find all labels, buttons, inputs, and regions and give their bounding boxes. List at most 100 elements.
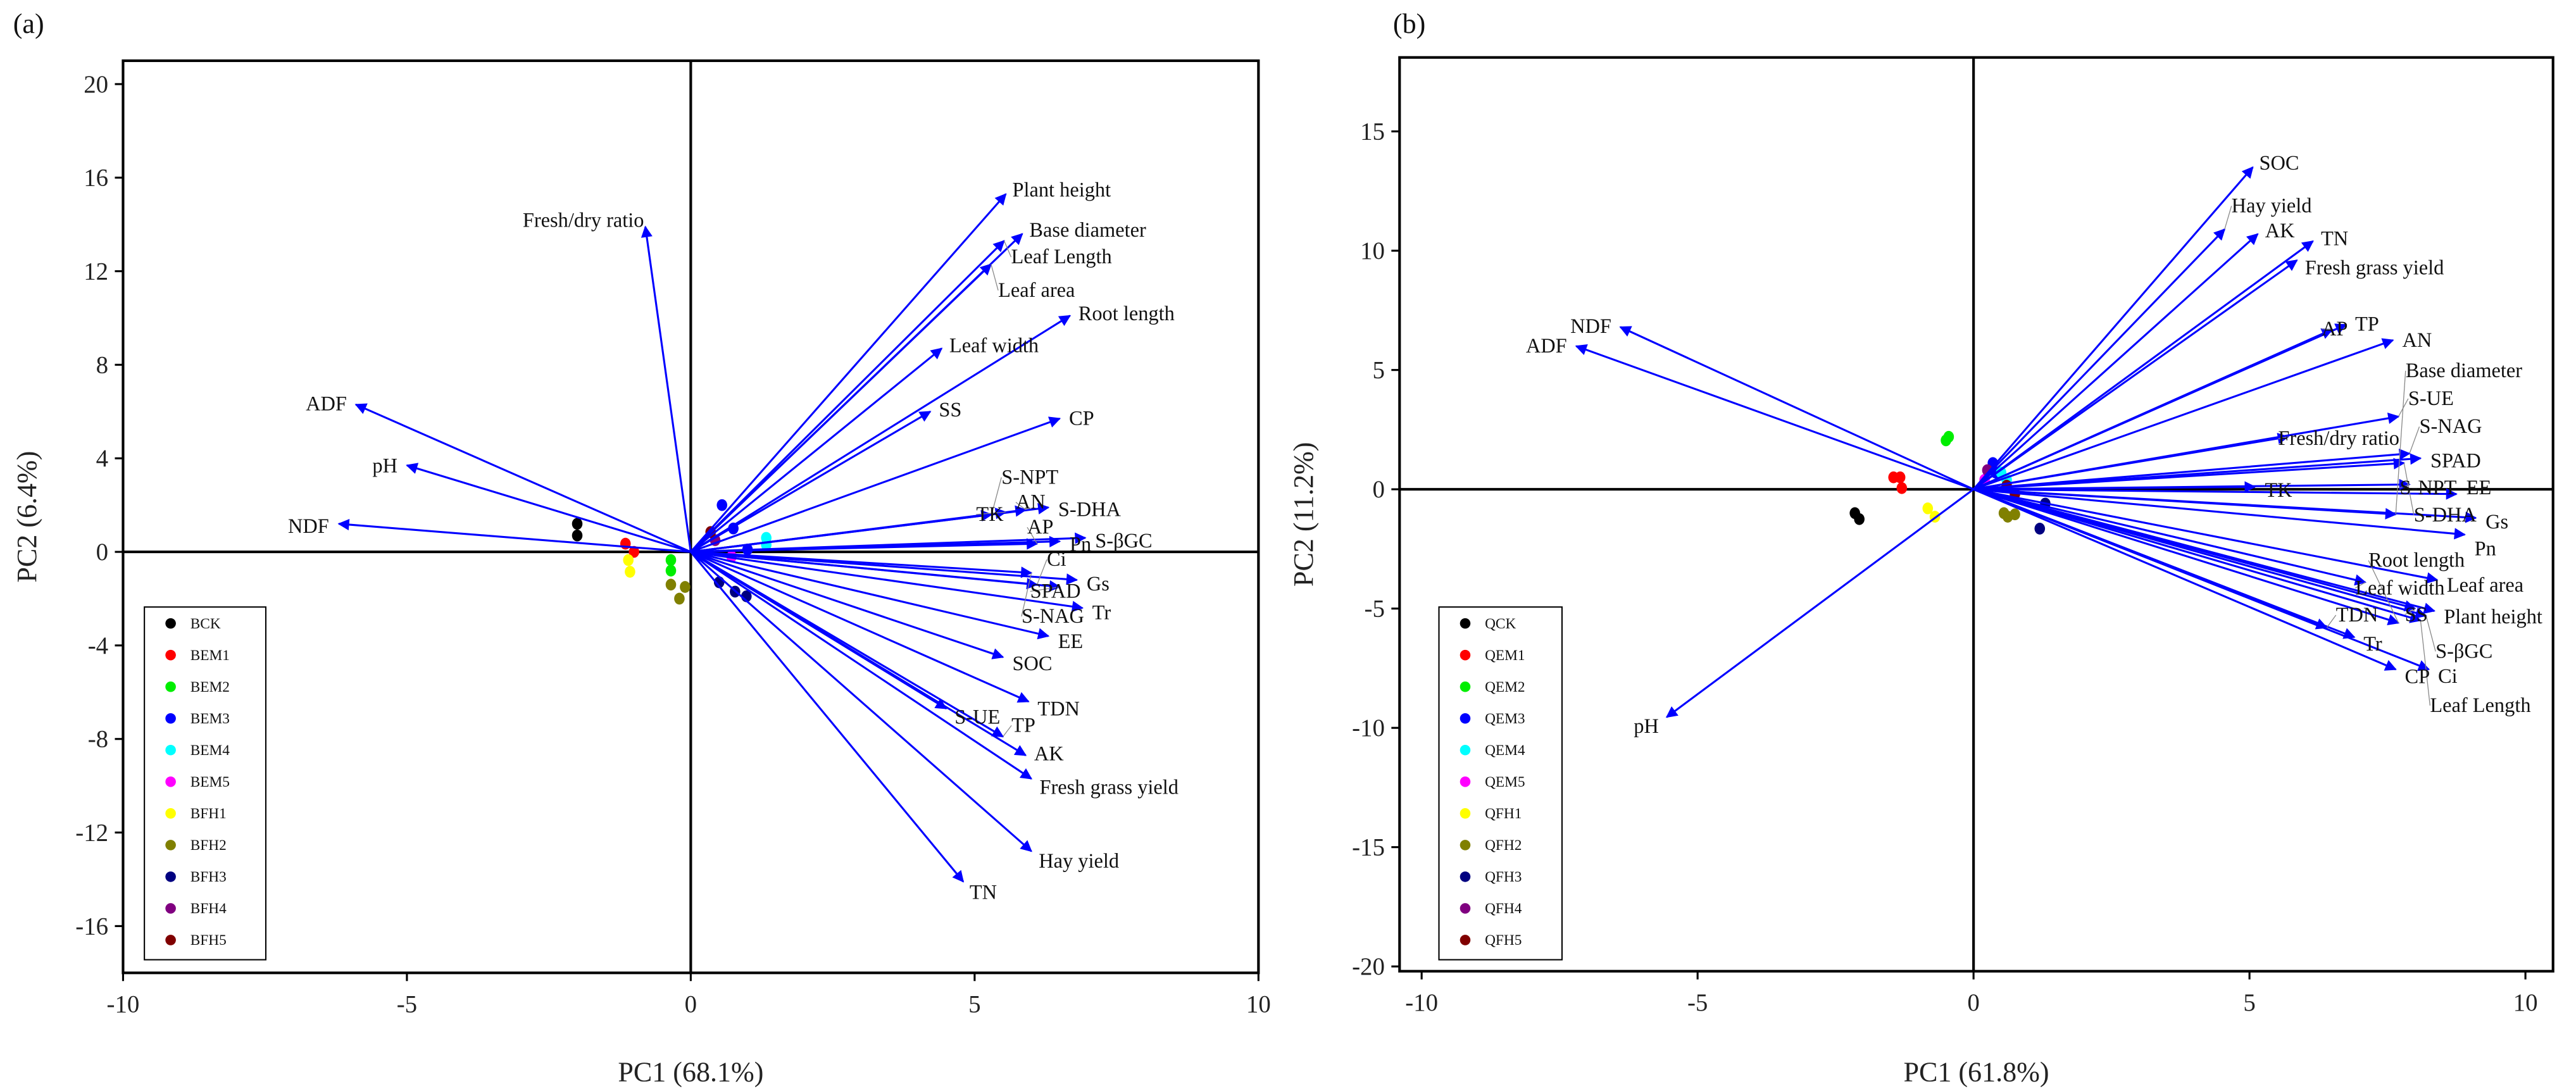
loading-arrow	[690, 551, 1004, 659]
legend-marker	[165, 681, 176, 692]
label-leader-line	[991, 264, 999, 291]
x-tick-label: -10	[107, 991, 140, 1018]
loading-arrow	[690, 551, 1033, 780]
loading-arrow	[1973, 240, 2314, 490]
loading-label: Fresh/dry ratio	[2278, 427, 2399, 450]
panel-a: (a) -10 -5 0 5 10 20 16 12 8 4 0 -4 -8 -12 -16 PC1 (68.1…	[11, 8, 1271, 1088]
sample-point-qck	[1854, 513, 1865, 525]
loading-arrow	[690, 416, 1061, 553]
label-leader-line	[2278, 436, 2289, 439]
loading-arrow	[1973, 488, 2422, 623]
sample-point-bck	[572, 518, 583, 530]
panel-b: (b) -10 -5 0 5 10 15 10 5 0 -5 -10 -15 -20 PC1 (61.8%)…	[1288, 8, 2554, 1087]
label-leader-line	[2224, 206, 2232, 230]
label-leader-line	[2404, 608, 2416, 615]
loading-label: TN	[970, 882, 997, 904]
loading-label: TP	[2355, 313, 2379, 335]
x-tick-label: 10	[1246, 991, 1271, 1018]
legend-label: QFH4	[1485, 901, 1522, 917]
sample-point-bem3	[716, 499, 728, 511]
sample-point-bfh2	[665, 578, 677, 591]
legend-label: QFH2	[1485, 837, 1522, 854]
legend-label: BEM4	[191, 742, 230, 759]
legend-label: QEM1	[1485, 647, 1525, 664]
loading-label: S-βGC	[2435, 640, 2492, 663]
loading-label: EE	[2467, 477, 2492, 499]
x-tick-label: 0	[1967, 989, 1979, 1016]
legend-label: QFH1	[1485, 806, 1522, 822]
loading-arrow	[690, 551, 1030, 703]
loading-label: S-UE	[954, 706, 1000, 728]
loading-arrow	[1973, 488, 2397, 671]
loading-arrow	[1973, 323, 2348, 490]
loading-label: S-DHA	[2414, 504, 2477, 527]
loading-label: Plant height	[1012, 178, 1111, 201]
legend-marker	[165, 808, 176, 819]
loading-label: CP	[2405, 665, 2430, 688]
y-tick-label: -12	[75, 820, 108, 847]
loading-label: NDF	[288, 515, 329, 538]
sample-point-bfh2	[674, 592, 685, 605]
label-leader-line	[2368, 560, 2399, 623]
loading-label: TP	[1011, 714, 1035, 737]
loading-label: S-NPT	[2399, 477, 2456, 499]
legend-label: QEM3	[1485, 711, 1525, 727]
loading-arrow	[690, 551, 1027, 756]
loading-label: TN	[2321, 227, 2348, 250]
panel-label: (b)	[1393, 8, 1425, 39]
legend-marker	[165, 776, 176, 787]
loading-label: S-NPT	[1001, 466, 1058, 489]
legend-marker	[1460, 808, 1471, 819]
x-tick-label: 5	[968, 991, 980, 1018]
y-tick-label: 20	[84, 71, 108, 98]
loading-arrow	[690, 551, 965, 883]
label-leader-line	[2395, 370, 2406, 514]
loading-label: ADF	[306, 393, 347, 416]
label-leader-line	[1015, 502, 1026, 511]
loading-label: Pn	[1070, 533, 1091, 556]
label-leader-line	[1030, 586, 1060, 592]
loading-label: Leaf Length	[1011, 246, 1112, 268]
legend-marker	[1460, 681, 1471, 692]
loading-arrow	[1973, 488, 2477, 523]
sample-point-qfh2	[2010, 508, 2020, 521]
y-tick-label: 10	[1360, 237, 1385, 265]
loading-label: TDN	[1037, 697, 1080, 720]
sample-point-qem1	[1896, 482, 1908, 494]
loading-arrow	[1575, 344, 1974, 490]
loading-label: ADF	[1526, 335, 1567, 358]
legend-marker	[165, 744, 176, 756]
loading-label: AN	[1016, 491, 1046, 514]
y-tick-label: -4	[88, 632, 108, 659]
label-leader-line	[1027, 527, 1038, 544]
legend: BCK BEM1 BEM2 BEM3 BEM4 BEM5 BFH1 BFH2 BFH3 BFH4 B…	[144, 606, 266, 961]
loading-label: TDN	[2336, 604, 2379, 627]
loading-label: pH	[372, 454, 397, 477]
sample-point-bfh1	[623, 554, 634, 566]
loading-label: Fresh grass yield	[2305, 256, 2444, 279]
label-leader-line	[1003, 725, 1012, 737]
loading-arrow	[1973, 488, 2430, 671]
loading-label: Ci	[1047, 548, 1066, 571]
loading-label: S-DHA	[1058, 498, 1122, 521]
y-axis-label: PC2 (11.2%)	[1288, 442, 1319, 587]
label-leader-line	[991, 477, 1002, 515]
loading-label: Tr	[1092, 602, 1111, 625]
loading-arrow	[1973, 488, 2435, 614]
y-tick-label: 16	[84, 165, 108, 192]
x-tick-label: -5	[1687, 989, 1708, 1016]
legend-label: BEM1	[191, 647, 230, 664]
loading-arrow	[691, 551, 1050, 640]
loading-label: EE	[1058, 630, 1084, 653]
label-leader-line	[2321, 328, 2332, 330]
loading-label: Root length	[2368, 549, 2465, 572]
legend-marker	[1460, 649, 1471, 661]
label-leader-line	[2354, 582, 2366, 589]
loading-label: Gs	[1087, 573, 1110, 595]
loading-label: S-UE	[2408, 387, 2454, 410]
loading-label: SOC	[1012, 652, 1052, 675]
legend-marker	[1460, 903, 1471, 914]
sample-point-qem1	[1894, 471, 1906, 483]
loading-arrow	[406, 463, 691, 553]
loading-arrow	[690, 193, 1007, 553]
